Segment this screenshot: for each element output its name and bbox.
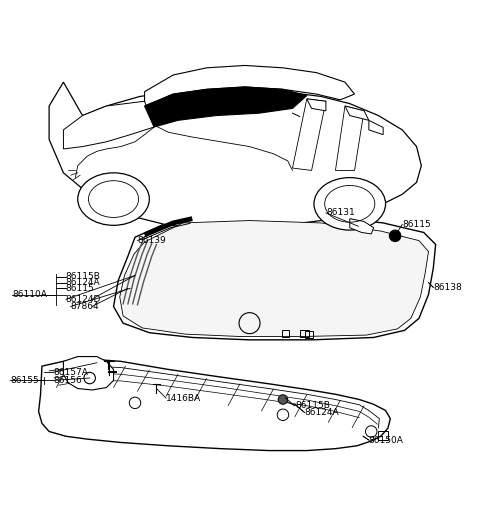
Polygon shape: [369, 120, 383, 135]
Polygon shape: [307, 99, 326, 111]
Text: 1416BA: 1416BA: [166, 394, 201, 403]
Text: 86156: 86156: [53, 376, 82, 385]
Polygon shape: [63, 357, 114, 390]
Polygon shape: [144, 87, 307, 127]
Text: 86138: 86138: [433, 283, 462, 292]
Text: 87864: 87864: [71, 302, 99, 311]
Text: 86131: 86131: [326, 208, 355, 218]
Polygon shape: [114, 213, 436, 340]
Text: 86115B: 86115B: [66, 272, 101, 281]
Text: 86115: 86115: [66, 284, 95, 293]
Text: 86124A: 86124A: [304, 408, 339, 417]
Polygon shape: [49, 82, 421, 228]
Circle shape: [278, 395, 288, 404]
Ellipse shape: [314, 178, 385, 230]
Text: 86110A: 86110A: [12, 290, 47, 299]
Text: 86124D: 86124D: [66, 295, 101, 304]
Polygon shape: [63, 101, 154, 149]
Circle shape: [389, 230, 401, 241]
Text: 86139: 86139: [137, 236, 166, 245]
Text: 86124A: 86124A: [66, 278, 100, 287]
Ellipse shape: [78, 173, 149, 226]
Text: 86155: 86155: [10, 376, 39, 385]
Polygon shape: [120, 221, 429, 337]
Polygon shape: [38, 359, 390, 451]
Text: 86157A: 86157A: [53, 368, 88, 377]
Polygon shape: [144, 65, 355, 106]
Polygon shape: [345, 106, 369, 120]
Text: 86150A: 86150A: [369, 436, 404, 445]
Polygon shape: [350, 219, 373, 234]
Text: 86115B: 86115B: [295, 401, 330, 410]
Text: 86115: 86115: [402, 220, 431, 229]
